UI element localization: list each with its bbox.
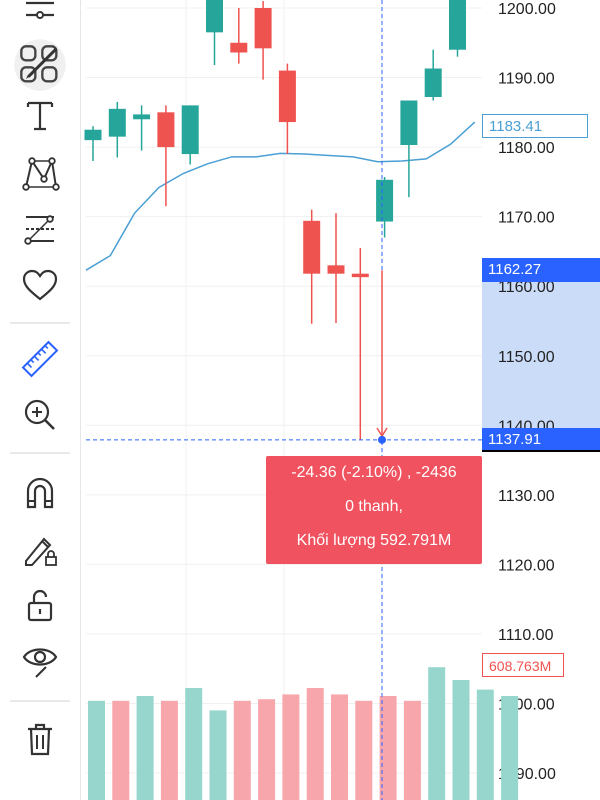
toolbar-divider <box>10 452 70 454</box>
prediction-tool-icon <box>24 215 54 245</box>
measure-change: -24.36 (-2.10%) , -2436 <box>291 464 457 481</box>
candle-body <box>303 220 321 274</box>
moving-average-line <box>85 121 476 271</box>
trash-icon <box>28 723 52 756</box>
candle-body <box>278 70 296 123</box>
trend-line-tool[interactable] <box>12 0 68 38</box>
brush-shapes-tool-icon <box>14 39 66 91</box>
magnet-tool[interactable] <box>12 468 68 518</box>
text-tool[interactable] <box>12 90 68 140</box>
price-axis-label: 1110.00 <box>498 627 554 644</box>
volume-bar <box>379 696 397 800</box>
volume-bar <box>403 700 421 800</box>
magnet-icon <box>26 477 54 509</box>
volume-bar <box>258 699 276 800</box>
start-price-tag: 1162.27 <box>482 258 600 282</box>
candle-body <box>133 114 151 120</box>
measure-range-highlight <box>482 270 600 440</box>
ruler-tool[interactable] <box>12 334 68 384</box>
price-axis-label: 1130.00 <box>498 488 555 505</box>
candle-body <box>376 179 394 222</box>
zoom-in-tool[interactable] <box>12 390 68 440</box>
price-axis-label: 1120.00 <box>498 557 555 574</box>
volume-bar <box>452 680 470 800</box>
pattern-tool-icon <box>22 157 60 191</box>
volume-bar <box>112 700 130 800</box>
ma-value-tag: 1183.41 <box>482 114 588 138</box>
volume-bar <box>282 694 300 800</box>
candle-body <box>230 42 248 53</box>
ruler-measure-icon <box>21 340 59 378</box>
toolbar-divider <box>10 322 70 324</box>
prediction-tool[interactable] <box>12 204 68 254</box>
lock-drawing-tool[interactable] <box>12 524 68 574</box>
candle-body <box>157 112 175 148</box>
candle-body <box>108 108 126 137</box>
price-axis-label: 1170.00 <box>498 210 555 227</box>
measure-bars: 0 thanh, <box>345 498 403 515</box>
measure-tooltip: -24.36 (-2.10%) , -2436 0 thanh, Khối lư… <box>266 456 482 564</box>
candle-body <box>84 129 102 141</box>
toolbar-divider <box>10 700 70 702</box>
volume-bar <box>185 688 203 800</box>
volume-bar <box>355 700 373 800</box>
price-axis-label: 1160.00 <box>498 279 555 296</box>
candle-body <box>206 0 223 33</box>
measure-volume: Khối lượng 592.791M <box>296 532 452 549</box>
volume-bar <box>331 694 348 800</box>
favorites-tool[interactable] <box>12 260 68 310</box>
volume-bar <box>233 700 251 800</box>
zoom-in-icon <box>24 399 55 430</box>
volume-bar <box>88 700 105 800</box>
visibility-tool[interactable] <box>12 634 68 684</box>
volume-value-tag: 608.763M <box>482 653 564 677</box>
trend-line-tool-icon <box>26 1 54 19</box>
volume-bar <box>428 667 446 800</box>
brush-shapes-tool[interactable] <box>12 39 68 91</box>
drawing-toolbar <box>0 0 81 800</box>
candle-body <box>400 100 418 146</box>
trash-tool[interactable] <box>12 714 68 764</box>
unlock-tool[interactable] <box>12 580 68 630</box>
volume-bar <box>501 696 519 800</box>
candle-body <box>449 0 466 50</box>
text-tool-icon <box>26 101 54 131</box>
price-axis-label: 1190.00 <box>498 71 555 88</box>
lock-drawing-icon <box>25 537 57 566</box>
price-axis-label: 1150.00 <box>498 349 555 366</box>
price-chart[interactable]: 1200.00 1190.00 1180.00 1170.00 1160.00 1150.… <box>84 0 600 800</box>
unlock-icon <box>27 589 53 622</box>
candle-body <box>254 8 272 49</box>
candle-body <box>351 273 369 278</box>
eye-visibility-icon <box>22 648 58 678</box>
volume-bar <box>160 700 178 800</box>
volume-bar <box>476 689 494 800</box>
candle-body <box>181 105 199 155</box>
candle-body <box>424 68 442 98</box>
price-axis-label: 1180.00 <box>498 140 555 157</box>
price-axis-label: 1200.00 <box>498 1 556 18</box>
volume-bar <box>306 688 324 800</box>
volume-bar <box>209 710 227 800</box>
candle-body <box>327 265 345 274</box>
crosshair-point <box>378 435 386 444</box>
end-price-tag: 1137.91 <box>482 428 600 452</box>
volume-bar <box>136 696 154 800</box>
favorites-heart-icon <box>22 269 58 301</box>
pattern-tool[interactable] <box>12 148 68 198</box>
